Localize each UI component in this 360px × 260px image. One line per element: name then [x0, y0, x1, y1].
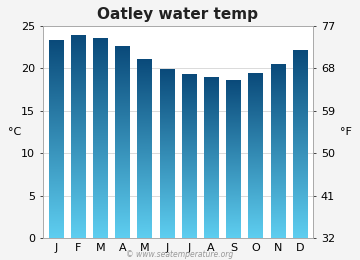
Y-axis label: °C: °C [8, 127, 21, 137]
Title: Oatley water temp: Oatley water temp [98, 7, 258, 22]
Text: © www.seatemperature.org: © www.seatemperature.org [126, 250, 234, 259]
Y-axis label: °F: °F [340, 127, 352, 137]
